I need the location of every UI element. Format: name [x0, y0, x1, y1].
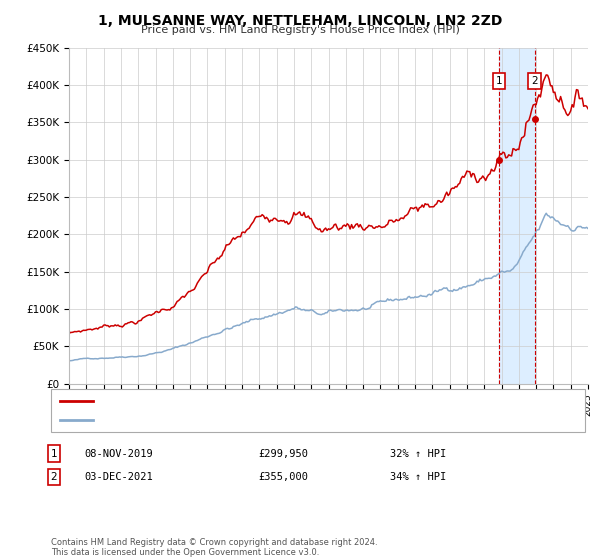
Text: £355,000: £355,000: [258, 472, 308, 482]
Text: 1, MULSANNE WAY, NETTLEHAM, LINCOLN, LN2 2ZD (detached house): 1, MULSANNE WAY, NETTLEHAM, LINCOLN, LN2…: [99, 396, 449, 406]
Text: Price paid vs. HM Land Registry's House Price Index (HPI): Price paid vs. HM Land Registry's House …: [140, 25, 460, 35]
Text: 2: 2: [50, 472, 58, 482]
Text: 03-DEC-2021: 03-DEC-2021: [84, 472, 153, 482]
Text: 1: 1: [496, 76, 502, 86]
Text: Contains HM Land Registry data © Crown copyright and database right 2024.
This d: Contains HM Land Registry data © Crown c…: [51, 538, 377, 557]
Text: 1, MULSANNE WAY, NETTLEHAM, LINCOLN, LN2 2ZD: 1, MULSANNE WAY, NETTLEHAM, LINCOLN, LN2…: [98, 14, 502, 28]
Text: 32% ↑ HPI: 32% ↑ HPI: [390, 449, 446, 459]
Text: 34% ↑ HPI: 34% ↑ HPI: [390, 472, 446, 482]
Text: 1: 1: [50, 449, 58, 459]
Text: £299,950: £299,950: [258, 449, 308, 459]
Text: 08-NOV-2019: 08-NOV-2019: [84, 449, 153, 459]
Bar: [499, 48, 535, 384]
Text: 2: 2: [532, 76, 538, 86]
Text: HPI: Average price, detached house, West Lindsey: HPI: Average price, detached house, West…: [99, 416, 349, 425]
